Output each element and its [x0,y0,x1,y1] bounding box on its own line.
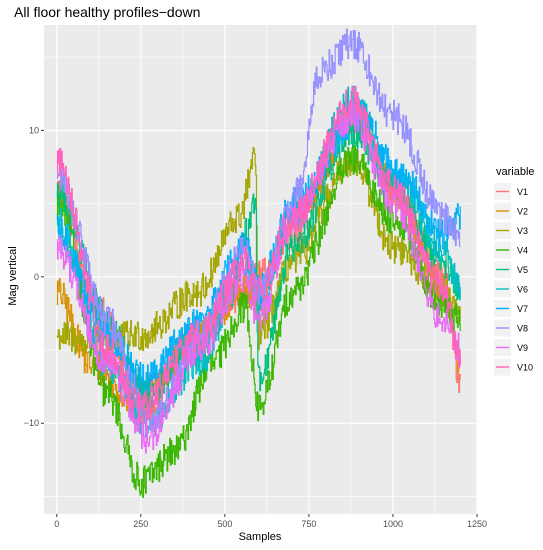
legend-label-v3: V3 [517,226,528,236]
series-lines [56,28,461,499]
x-tick-label: 500 [217,519,232,529]
x-axis-title: Samples [239,531,282,543]
series-line-v8 [56,28,461,435]
x-tick-label: 1000 [383,519,403,529]
y-axis-title: Mag vertical [7,246,19,305]
y-tick-label: 0 [34,272,39,282]
legend-label-v1: V1 [517,187,528,197]
x-tick-label: 750 [301,519,316,529]
x-tick-label: 250 [133,519,148,529]
legend-label-v4: V4 [517,246,528,256]
legend-label-v6: V6 [517,285,528,295]
y-tick-label: 10 [29,125,39,135]
legend-label-v5: V5 [517,265,528,275]
chart-title: All floor healthy profiles−down [14,4,200,20]
series-line-v10 [56,85,461,425]
legend-label-v2: V2 [517,207,528,217]
x-tick-label: 0 [54,519,59,529]
legend-label-v10: V10 [517,363,533,373]
legend-label-v8: V8 [517,324,528,334]
series-line-v4 [56,143,461,499]
legend-title: variable [496,166,535,178]
y-tick-label: −10 [24,418,39,428]
legend: variable V1 V2 V3 V4 V5 V6 V7 V8 V9 V10 [494,166,535,376]
legend-label-v9: V9 [517,343,528,353]
x-tick-label: 1250 [467,519,487,529]
legend-label-v7: V7 [517,304,528,314]
axis-ticks: 0 250 500 750 1000 1250 −10 0 10 [24,125,487,529]
